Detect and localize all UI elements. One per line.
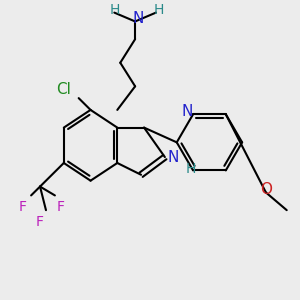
Text: N: N (168, 150, 179, 165)
Text: F: F (57, 200, 65, 214)
Text: N: N (182, 104, 193, 119)
Text: F: F (18, 200, 26, 214)
Text: F: F (36, 215, 44, 229)
Text: Cl: Cl (56, 82, 71, 97)
Text: N: N (132, 11, 144, 26)
Text: H: H (186, 162, 196, 176)
Text: H: H (109, 3, 119, 17)
Text: O: O (260, 182, 272, 197)
Text: H: H (154, 3, 164, 17)
